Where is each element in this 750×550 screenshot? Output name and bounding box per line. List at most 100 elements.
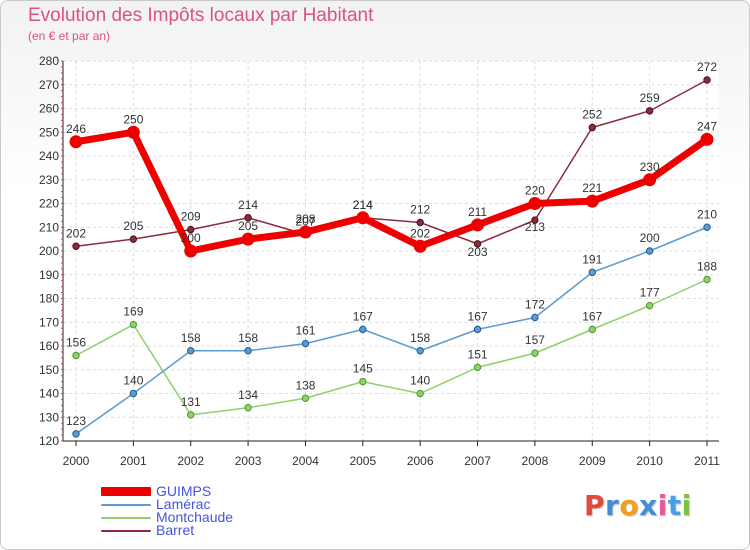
data-label-guimps: 202 [410,226,430,240]
data-point-guimps [643,173,657,187]
x-tick-label: 2004 [292,454,319,468]
y-tick-label: 150 [39,363,59,377]
data-label-guimps: 220 [525,184,545,198]
data-label-guimps: 246 [66,122,86,136]
data-label-lam-rac: 158 [410,331,430,345]
data-point-lam-rac [129,389,138,398]
legend-label-barret: Barret [156,522,195,538]
data-point-montchaude [187,411,195,419]
data-point-montchaude [129,320,138,329]
data-point-guimps [700,132,714,146]
data-point-barret [645,107,654,115]
data-point-lam-rac [72,430,80,438]
legend-label-lamerac: Lamérac [156,496,211,512]
data-label-barret: 205 [123,219,143,233]
y-tick-label: 140 [39,387,59,401]
legend-label-guimps: GUIMPS [156,483,212,499]
y-tick-label: 210 [39,220,59,234]
chart-legend: GUIMPS Lamérac Montchaude Barret [101,483,234,538]
x-tick-label: 2000 [63,454,90,468]
data-point-barret [588,123,596,132]
data-label-montchaude: 177 [640,286,660,300]
y-tick-label: 230 [39,173,59,187]
data-point-lam-rac [187,347,195,355]
x-tick-label: 2006 [407,454,434,468]
data-label-montchaude: 134 [238,388,258,402]
y-tick-label: 240 [39,149,59,163]
legend-label-montchaude: Montchaude [156,509,234,525]
x-tick-label: 2002 [177,454,204,468]
x-tick-label: 2001 [120,454,147,468]
x-tick-label: 2008 [522,454,549,468]
data-point-barret [129,235,138,243]
data-point-lam-rac [416,347,424,355]
data-label-guimps: 230 [640,160,660,174]
data-label-guimps: 200 [181,231,201,245]
data-point-lam-rac [703,223,711,231]
x-tick-label: 2011 [694,454,720,468]
data-point-guimps [528,197,542,210]
data-label-barret: 213 [525,220,545,234]
chart-title: Evolution des Impôts locaux par Habitant [28,5,374,26]
data-label-montchaude: 151 [468,347,488,361]
chart-subtitle: (en € et par an) [28,29,111,43]
data-label-montchaude: 140 [410,374,430,388]
data-point-guimps [241,232,255,246]
legend-item-lamerac: Lamérac [101,496,233,512]
data-label-montchaude: 157 [525,333,545,347]
data-label-guimps: 247 [697,119,717,133]
data-label-guimps: 221 [582,181,602,195]
data-label-guimps: 205 [238,219,258,233]
y-tick-label: 250 [39,125,59,139]
legend-swatch-barret [101,529,151,532]
data-point-barret [703,76,711,84]
legend-swatch-montchaude [101,516,151,519]
proxiti-logo: Proxiti [584,489,692,522]
x-tick-label: 2007 [464,454,491,468]
logo-letter: i [681,489,692,522]
data-label-lam-rac: 140 [123,374,143,388]
data-point-lam-rac [244,347,252,355]
logo-letter: i [657,489,668,522]
data-point-lam-rac [531,313,539,322]
data-label-montchaude: 188 [697,260,717,274]
data-label-lam-rac: 167 [468,309,488,323]
data-label-guimps: 208 [295,212,315,226]
x-tick-label: 2003 [235,454,262,468]
data-point-barret [187,225,195,234]
data-label-lam-rac: 191 [582,252,602,266]
legend-item-guimps: GUIMPS [101,483,233,499]
y-tick-label: 200 [39,244,59,258]
y-tick-label: 160 [39,339,59,353]
legend-item-barret: Barret [101,522,233,538]
data-point-montchaude [301,394,310,402]
logo-letter: t [667,489,682,522]
data-point-lam-rac [645,247,654,255]
y-tick-label: 170 [39,315,59,329]
data-point-guimps [184,244,198,258]
data-point-guimps [413,239,427,253]
data-point-barret [531,216,539,224]
data-label-barret: 259 [640,91,660,105]
y-tick-label: 220 [39,197,59,211]
data-point-montchaude [703,275,711,284]
data-point-barret [72,242,80,250]
data-point-montchaude [531,349,539,357]
data-point-lam-rac [473,325,482,334]
data-point-guimps [69,135,83,149]
logo-letter: P [584,489,606,522]
y-tick-label: 270 [39,78,59,92]
data-point-guimps [126,125,140,139]
data-point-montchaude [244,404,252,412]
data-point-lam-rac [301,339,310,348]
data-label-montchaude: 156 [66,336,86,350]
legend-swatch-lamerac [101,503,151,506]
data-label-lam-rac: 158 [238,331,258,345]
data-point-montchaude [72,351,80,360]
data-point-montchaude [473,363,482,372]
y-tick-label: 130 [39,410,59,424]
data-label-barret: 214 [238,198,258,212]
y-tick-label: 260 [39,102,59,116]
